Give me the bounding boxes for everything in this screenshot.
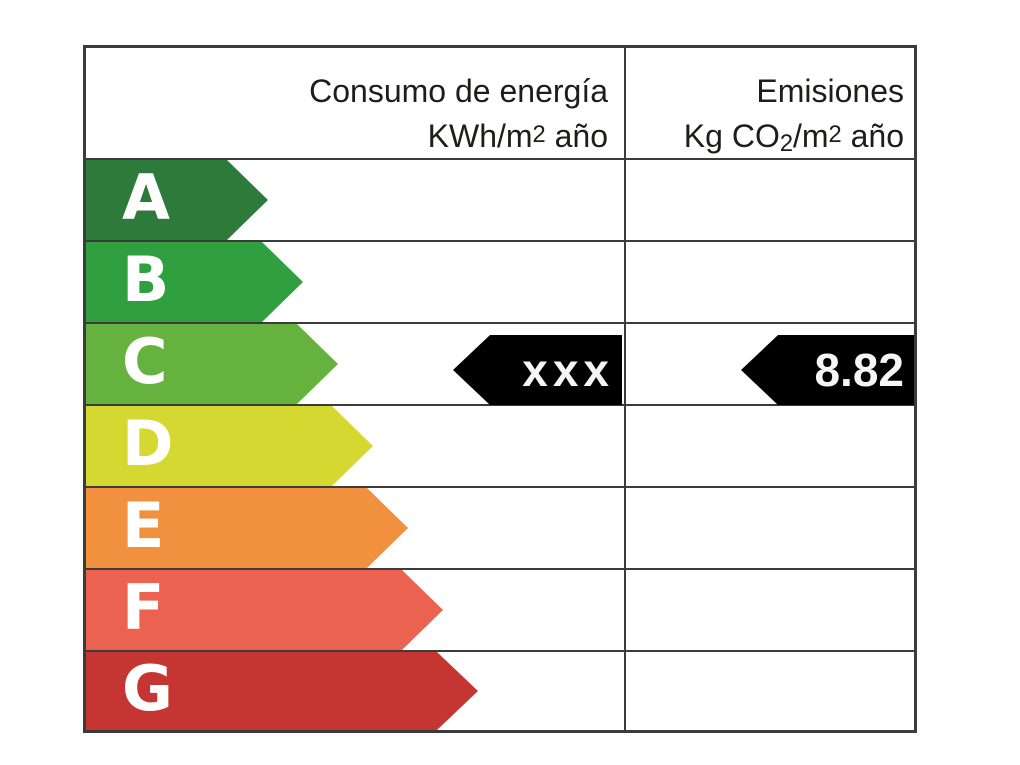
rating-letter-f: F xyxy=(122,571,165,644)
emissions-value-arrow: 8.82 xyxy=(741,335,914,405)
consumption-cell-b: B xyxy=(86,242,626,322)
consumption-cell-f: F xyxy=(86,570,626,650)
rating-row-c: C xxx 8.82 xyxy=(86,324,914,406)
consumption-unit: KWh/m2 año xyxy=(427,118,608,154)
emissions-cell-b xyxy=(626,242,914,322)
header-emissions: Emisiones Kg CO2/m2 año xyxy=(626,48,914,158)
emissions-cell-d xyxy=(626,406,914,486)
header-consumption: Consumo de energía KWh/m2 año xyxy=(86,48,626,158)
consumption-cell-g: G xyxy=(86,652,626,730)
consumption-cell-e: E xyxy=(86,488,626,568)
header-row: Consumo de energía KWh/m2 año Emisiones … xyxy=(86,48,914,160)
rating-letter-b: B xyxy=(122,243,170,316)
rating-arrow-d: D xyxy=(86,406,373,486)
emissions-cell-e xyxy=(626,488,914,568)
rating-arrow-c: C xyxy=(86,324,338,404)
rating-row-f: F xyxy=(86,570,914,652)
subscript-2: 2 xyxy=(779,131,793,158)
energy-efficiency-label: Consumo de energía KWh/m2 año Emisiones … xyxy=(83,45,917,733)
emissions-cell-c: 8.82 xyxy=(626,324,914,405)
rating-arrow-g: G xyxy=(86,652,478,730)
rating-letter-c: C xyxy=(122,325,168,398)
consumption-value-arrow: xxx xyxy=(453,335,622,405)
emissions-cell-g xyxy=(626,652,914,730)
consumption-value: xxx xyxy=(522,344,614,396)
rating-row-a: A xyxy=(86,160,914,242)
rating-letter-a: A xyxy=(122,161,170,234)
emissions-title: Emisiones xyxy=(756,73,904,109)
emissions-unit: Kg CO2/m2 año xyxy=(683,118,904,158)
rating-arrow-e: E xyxy=(86,488,408,568)
consumption-title: Consumo de energía xyxy=(309,73,608,109)
rating-letter-e: E xyxy=(122,489,165,562)
rating-row-g: G xyxy=(86,652,914,730)
consumption-cell-a: A xyxy=(86,160,626,240)
consumption-cell-d: D xyxy=(86,406,626,486)
emissions-cell-f xyxy=(626,570,914,650)
superscript-2: 2 xyxy=(532,122,546,149)
rating-row-d: D xyxy=(86,406,914,488)
rating-row-b: B xyxy=(86,242,914,324)
emissions-value: 8.82 xyxy=(814,344,904,396)
rating-arrow-f: F xyxy=(86,570,443,650)
superscript-2: 2 xyxy=(828,122,842,149)
rating-row-e: E xyxy=(86,488,914,570)
emissions-cell-a xyxy=(626,160,914,240)
rating-letter-d: D xyxy=(122,407,174,480)
rating-arrow-a: A xyxy=(86,160,268,240)
rating-arrow-b: B xyxy=(86,242,303,322)
consumption-cell-c: C xxx xyxy=(86,324,626,405)
rating-letter-g: G xyxy=(122,652,173,725)
